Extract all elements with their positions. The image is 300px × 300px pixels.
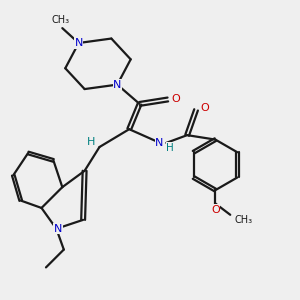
Text: N: N bbox=[74, 38, 83, 48]
Text: H: H bbox=[166, 142, 174, 153]
Text: H: H bbox=[87, 137, 95, 147]
Text: N: N bbox=[54, 224, 62, 234]
Text: CH₃: CH₃ bbox=[52, 15, 70, 25]
Text: O: O bbox=[211, 205, 220, 215]
Text: N: N bbox=[113, 80, 122, 90]
Text: N: N bbox=[155, 138, 164, 148]
Text: O: O bbox=[172, 94, 181, 104]
Text: O: O bbox=[200, 103, 209, 113]
Text: CH₃: CH₃ bbox=[235, 215, 253, 225]
